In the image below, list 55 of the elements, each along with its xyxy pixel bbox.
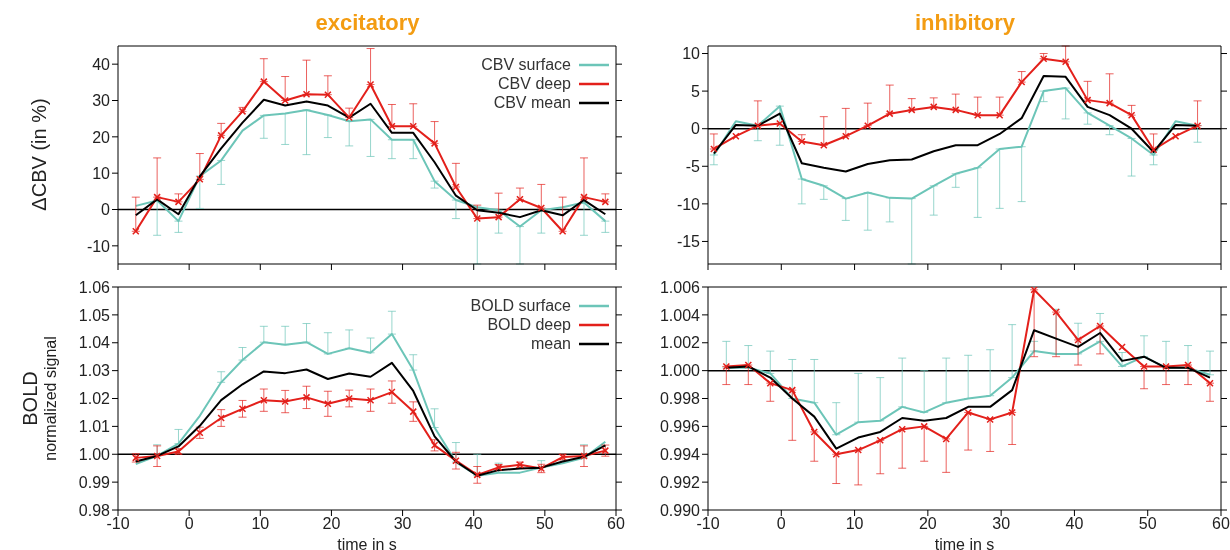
y-tick-label: 10 bbox=[682, 45, 701, 63]
y-tick-label: -10 bbox=[676, 195, 701, 213]
legend-label: mean bbox=[530, 334, 571, 353]
x-tick-label: 30 bbox=[992, 515, 1011, 533]
y-tick-label: 20 bbox=[92, 128, 111, 146]
y-tick-label: 1.000 bbox=[659, 362, 701, 380]
legend-label: BOLD deep bbox=[487, 315, 571, 334]
y-tick-label: 1.04 bbox=[78, 334, 111, 352]
y-tick-label: 1.00 bbox=[78, 445, 111, 463]
chart-title: inhibitory bbox=[913, 10, 1017, 36]
y-tick-label: 1.05 bbox=[78, 306, 111, 324]
y-tick-label: 5 bbox=[691, 82, 701, 100]
y-tick-label: -5 bbox=[685, 157, 701, 175]
y-axis-title: BOLD normalized signal bbox=[18, 335, 60, 461]
x-tick-label: 0 bbox=[776, 515, 786, 533]
y-tick-label: 0.996 bbox=[659, 418, 701, 436]
y-tick-label: 1.06 bbox=[78, 278, 111, 296]
y-tick-label: 1.006 bbox=[659, 278, 701, 296]
y-tick-label: 30 bbox=[92, 92, 111, 110]
legend-label: BOLD surface bbox=[470, 296, 571, 315]
y-tick-label: -10 bbox=[86, 237, 111, 255]
x-tick-label: 50 bbox=[535, 515, 554, 533]
y-tick-label: 0.994 bbox=[659, 445, 701, 463]
legend-label: CBV surface bbox=[481, 55, 571, 74]
y-tick-label: 1.02 bbox=[78, 390, 111, 408]
x-tick-label: 20 bbox=[918, 515, 937, 533]
x-axis-title: time in s bbox=[934, 536, 995, 550]
legend-label: CBV deep bbox=[498, 74, 571, 93]
x-tick-label: 60 bbox=[607, 515, 625, 533]
x-tick-label: 40 bbox=[464, 515, 483, 533]
y-tick-label: 1.03 bbox=[78, 362, 111, 380]
y-tick-label: 0.990 bbox=[659, 501, 701, 519]
chart-title: excitatory bbox=[314, 10, 421, 36]
y-tick-label: -15 bbox=[676, 233, 701, 251]
y-tick-label: 1.004 bbox=[659, 306, 701, 324]
y-axis-title: ΔCBV (in %) bbox=[27, 98, 51, 211]
x-axis-title: time in s bbox=[337, 536, 397, 550]
y-tick-label: 0.998 bbox=[659, 390, 701, 408]
x-tick-label: 10 bbox=[251, 515, 270, 533]
y-tick-label: 0 bbox=[691, 120, 701, 138]
x-tick-label: 0 bbox=[184, 515, 194, 533]
legend-label: CBV mean bbox=[493, 93, 571, 112]
y-tick-label: 0 bbox=[101, 201, 111, 219]
x-tick-label: 10 bbox=[845, 515, 864, 533]
y-tick-label: 10 bbox=[92, 164, 111, 182]
y-tick-label: 40 bbox=[92, 55, 111, 73]
y-tick-label: 0.992 bbox=[659, 473, 701, 491]
x-tick-label: 50 bbox=[1138, 515, 1157, 533]
x-tick-label: 60 bbox=[1212, 515, 1230, 533]
y-tick-label: 1.01 bbox=[78, 418, 111, 436]
x-tick-label: 30 bbox=[393, 515, 412, 533]
y-tick-label: 0.99 bbox=[78, 473, 111, 491]
x-tick-label: 40 bbox=[1065, 515, 1084, 533]
x-tick-label: 20 bbox=[322, 515, 341, 533]
y-tick-label: 1.002 bbox=[659, 334, 701, 352]
